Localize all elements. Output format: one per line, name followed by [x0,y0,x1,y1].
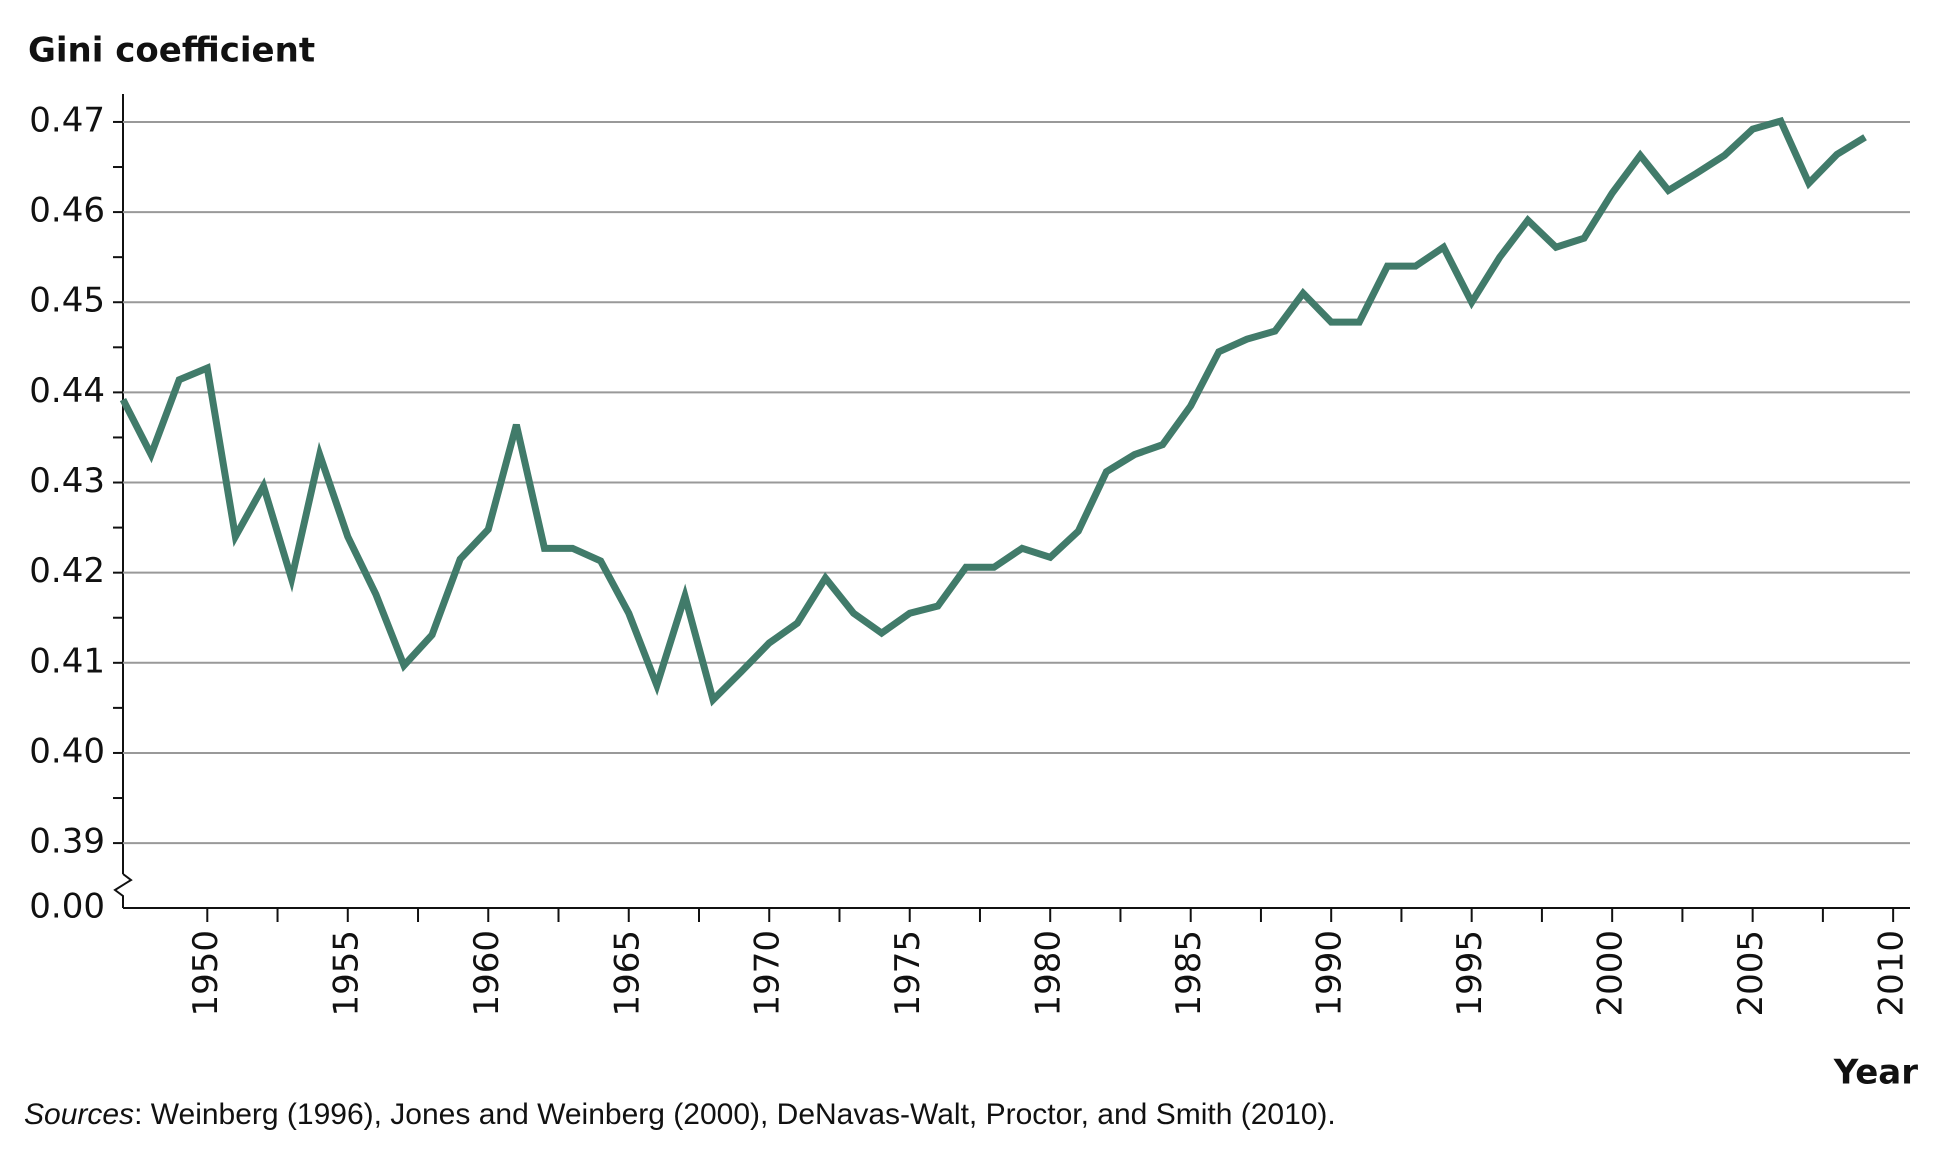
x-tick-label: 1995 [1450,930,1490,1017]
x-tick-label: 1975 [888,930,928,1017]
y-tick-label: 0.45 [29,281,105,321]
x-tick-label: 1985 [1169,930,1209,1017]
x-tick-label: 1990 [1310,930,1350,1017]
x-tick-label: 1960 [467,930,507,1017]
source-label: Sources [24,1098,134,1131]
x-axis-title: Year [1833,1053,1919,1093]
y-tick-label: 0.40 [29,731,105,771]
axis-break [113,873,133,908]
source: Sources: Weinberg (1996), Jones and Wein… [24,1098,1336,1131]
y-tick-label: 0.39 [29,822,105,862]
y-tick-label: 0.43 [29,461,105,501]
x-tick-label: 1955 [326,930,366,1017]
y-tick-label: 0.41 [29,641,105,681]
y-tick-label: 0.46 [29,191,105,231]
x-tick-label: 1950 [186,930,226,1017]
x-tick-label: 1980 [1029,930,1069,1017]
x-tick-label: 2010 [1872,930,1912,1017]
axes [113,94,1910,909]
x-tick-label: 1970 [748,930,788,1017]
y-axis-title: Gini coefficient [28,31,315,71]
y-tick-label: 0.42 [29,551,105,591]
data-line [119,116,1867,707]
source-text: : Weinberg (1996), Jones and Weinberg (2… [134,1098,1336,1131]
x-tick-label: 1965 [607,930,647,1017]
x-tick-label: 2005 [1731,930,1771,1017]
y-tick-label: 0.44 [29,371,105,411]
y-tick-label: 0.00 [29,887,105,927]
x-tick-label: 2000 [1591,930,1631,1017]
y-tick-label: 0.47 [29,100,105,140]
